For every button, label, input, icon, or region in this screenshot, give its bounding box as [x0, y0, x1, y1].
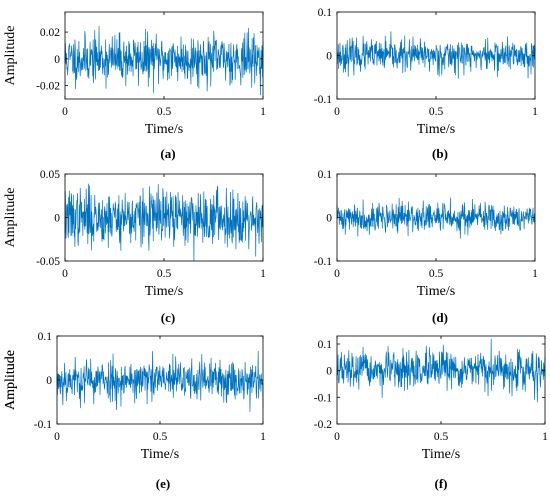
x-tick-label: 0.5 [429, 268, 444, 280]
panel-label: (d) [432, 310, 448, 325]
y-tick-label: -0.2 [314, 419, 332, 431]
y-tick-label: 0.1 [318, 7, 333, 19]
signal-line [56, 351, 264, 412]
x-axis-label: Time/s [417, 122, 455, 137]
x-tick-label: 0.5 [429, 106, 444, 118]
y-tick-label: 0.1 [38, 331, 53, 343]
y-tick-label: -0.1 [314, 94, 332, 106]
y-tick-label: 0 [46, 375, 52, 387]
x-axis-label: Time/s [422, 447, 460, 462]
y-tick-label: 0.1 [318, 169, 333, 181]
y-tick-label: 0 [326, 51, 332, 63]
y-axis-label: Amplitude [3, 188, 18, 248]
x-tick-label: 1 [532, 268, 538, 280]
x-tick-label: 1 [260, 106, 266, 118]
panel-label: (f) [435, 476, 448, 491]
y-tick-label: 0 [54, 213, 60, 225]
x-tick-label: 0.5 [434, 431, 449, 443]
x-tick-label: 1 [532, 106, 538, 118]
y-tick-label: 0.02 [40, 27, 60, 39]
subplot-1: 0 0.5 1 -0.02 0 0.02 Time/s Amplitude (a) [3, 11, 266, 161]
panel-label: (e) [156, 476, 170, 491]
y-axis-label: Amplitude [3, 350, 18, 410]
x-tick-label: 0.5 [157, 106, 172, 118]
x-tick-label: 0 [334, 268, 340, 280]
signal-line [336, 197, 536, 239]
y-axis-label: Amplitude [3, 350, 18, 410]
x-tick-label: 0 [334, 106, 340, 118]
signal-line [336, 31, 536, 79]
x-tick-label: 0.5 [153, 431, 168, 443]
signal-line [64, 26, 264, 96]
y-tick-label: 0 [326, 213, 332, 225]
y-tick-label: 0.1 [318, 339, 333, 351]
y-tick-label: -0.02 [36, 81, 60, 93]
y-tick-label: -0.1 [314, 256, 332, 268]
x-tick-label: 0 [54, 431, 60, 443]
y-tick-label: -0.1 [34, 419, 52, 431]
signal-line [336, 338, 546, 403]
x-axis-label: Time/s [417, 284, 455, 299]
y-tick-label: 0.05 [40, 169, 60, 181]
signal-line [64, 183, 264, 261]
y-tick-label: 0 [326, 366, 332, 378]
y-tick-label: -0.1 [314, 392, 332, 404]
x-tick-label: 1 [542, 431, 548, 443]
x-tick-label: 0.5 [157, 268, 172, 280]
x-axis-label: Time/s [141, 447, 179, 462]
x-tick-label: 0 [334, 431, 340, 443]
x-axis-label: Time/s [145, 122, 183, 137]
x-tick-label: 1 [260, 268, 266, 280]
panel-label: (b) [432, 146, 448, 161]
x-tick-label: 0 [62, 268, 68, 280]
y-axis-label: Amplitude [3, 26, 18, 86]
x-tick-label: 0 [62, 106, 68, 118]
x-axis-label: Time/s [145, 284, 183, 299]
panel-label: (a) [160, 146, 175, 161]
y-tick-label: 0 [54, 54, 60, 66]
y-tick-label: -0.05 [36, 256, 60, 268]
panel-label: (c) [161, 310, 175, 325]
x-tick-label: 1 [260, 431, 266, 443]
